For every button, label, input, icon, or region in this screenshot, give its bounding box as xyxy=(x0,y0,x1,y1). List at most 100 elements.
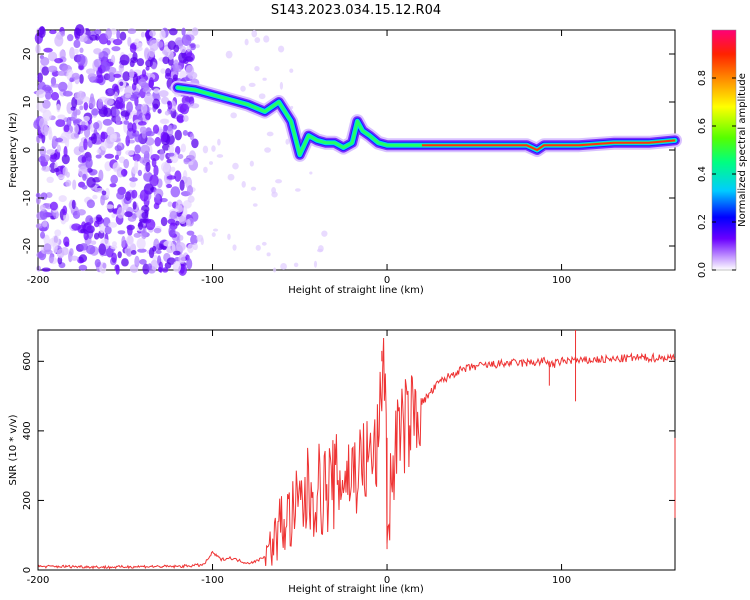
noise-speckle xyxy=(124,211,133,218)
noise-speckle xyxy=(78,264,88,271)
noise-speckle xyxy=(183,158,190,165)
noise-speckle xyxy=(140,103,148,115)
noise-speckle xyxy=(161,49,168,55)
noise-speckle xyxy=(185,64,195,77)
noise-speckle xyxy=(114,145,122,152)
noise-speckle xyxy=(37,72,43,83)
noise-speckle xyxy=(104,153,115,159)
noise-speckle xyxy=(105,187,110,199)
noise-speckle xyxy=(83,115,90,122)
noise-speckle xyxy=(62,205,68,216)
noise-speckle xyxy=(195,44,200,49)
noise-speckle xyxy=(79,243,89,251)
noise-speckle xyxy=(57,70,67,76)
noise-speckle xyxy=(148,77,155,89)
noise-speckle xyxy=(181,27,186,36)
noise-speckle xyxy=(98,243,107,255)
noise-speckle xyxy=(211,232,216,237)
colorbar: 0.0 0.2 0.4 0.6 0.8 Normalized spectral ampl… xyxy=(697,29,748,278)
noise-speckle xyxy=(160,119,169,124)
noise-speckle xyxy=(240,85,246,92)
noise-speckle xyxy=(69,46,75,59)
noise-speckle xyxy=(136,42,143,48)
noise-speckle xyxy=(225,50,233,59)
noise-speckle xyxy=(83,138,88,151)
noise-speckle xyxy=(99,223,105,234)
noise-speckle xyxy=(266,252,271,257)
noise-speckle xyxy=(47,126,52,135)
noise-speckle xyxy=(60,131,70,144)
noise-speckle xyxy=(124,94,132,99)
noise-speckle xyxy=(164,262,172,269)
noise-speckle xyxy=(187,243,194,254)
noise-speckle xyxy=(175,220,180,226)
noise-speckle xyxy=(153,164,159,177)
noise-speckle xyxy=(179,235,184,241)
noise-speckle xyxy=(94,258,101,268)
noise-speckle xyxy=(181,34,192,46)
noise-speckle xyxy=(63,124,70,133)
noise-speckle xyxy=(100,131,108,140)
noise-speckle xyxy=(66,34,74,42)
noise-speckle xyxy=(105,204,114,209)
noise-speckle xyxy=(139,189,149,202)
noise-speckle xyxy=(209,161,214,165)
noise-speckle xyxy=(48,254,54,264)
noise-speckle xyxy=(95,214,103,223)
noise-speckle xyxy=(58,195,67,203)
noise-speckle xyxy=(69,248,74,256)
noise-speckle xyxy=(106,40,111,46)
noise-speckle xyxy=(106,126,115,136)
noise-speckle xyxy=(162,56,170,65)
noise-speckle xyxy=(62,90,73,97)
noise-speckle xyxy=(131,122,137,134)
spectrogram-y-ticks: -20 -10 0 10 20 xyxy=(22,48,675,254)
spectrogram-x-tick-label: 100 xyxy=(552,275,571,286)
noise-speckle xyxy=(131,189,138,199)
noise-speckle xyxy=(110,244,118,250)
noise-speckle xyxy=(126,101,133,113)
noise-speckle xyxy=(71,72,80,80)
noise-speckle xyxy=(103,107,112,117)
noise-speckle xyxy=(47,65,58,73)
noise-speckle xyxy=(241,180,246,188)
spectrogram-y-tick-label: -20 xyxy=(22,238,33,254)
noise-speckle xyxy=(167,40,176,51)
noise-speckle xyxy=(98,169,104,182)
noise-speckle xyxy=(102,262,107,269)
noise-speckle xyxy=(71,111,78,121)
noise-speckle xyxy=(116,191,125,200)
noise-speckle xyxy=(150,153,160,162)
noise-speckle xyxy=(95,154,102,159)
noise-speckle xyxy=(67,80,73,92)
colorbar-label: Normalized spectral amplitude xyxy=(737,73,748,227)
noise-speckle xyxy=(74,92,82,100)
noise-speckle xyxy=(40,56,50,66)
noise-speckle xyxy=(63,146,68,158)
noise-speckle xyxy=(160,96,170,105)
noise-speckle xyxy=(104,97,115,106)
noise-speckle xyxy=(45,192,53,199)
noise-speckle xyxy=(217,138,221,146)
noise-speckle xyxy=(43,47,53,53)
noise-speckle xyxy=(168,28,178,36)
noise-speckle xyxy=(111,108,120,117)
spectrogram-y-tick-label: 0 xyxy=(22,147,33,153)
noise-speckle xyxy=(202,145,209,154)
noise-speckle xyxy=(136,237,146,250)
noise-speckle xyxy=(258,93,266,100)
noise-speckle xyxy=(163,240,174,247)
noise-speckle xyxy=(130,56,139,63)
noise-speckle xyxy=(93,232,100,240)
noise-speckle xyxy=(157,108,162,114)
snr-y-tick-label: 400 xyxy=(22,421,33,440)
noise-speckle xyxy=(186,230,195,236)
noise-speckle xyxy=(126,235,134,246)
spectrogram-y-tick-label: -10 xyxy=(22,190,33,206)
noise-speckle xyxy=(47,51,58,62)
noise-speckle xyxy=(129,177,138,182)
colorbar-tick-label: 0.6 xyxy=(697,118,708,134)
noise-speckle xyxy=(184,56,194,62)
noise-speckle xyxy=(123,158,130,169)
